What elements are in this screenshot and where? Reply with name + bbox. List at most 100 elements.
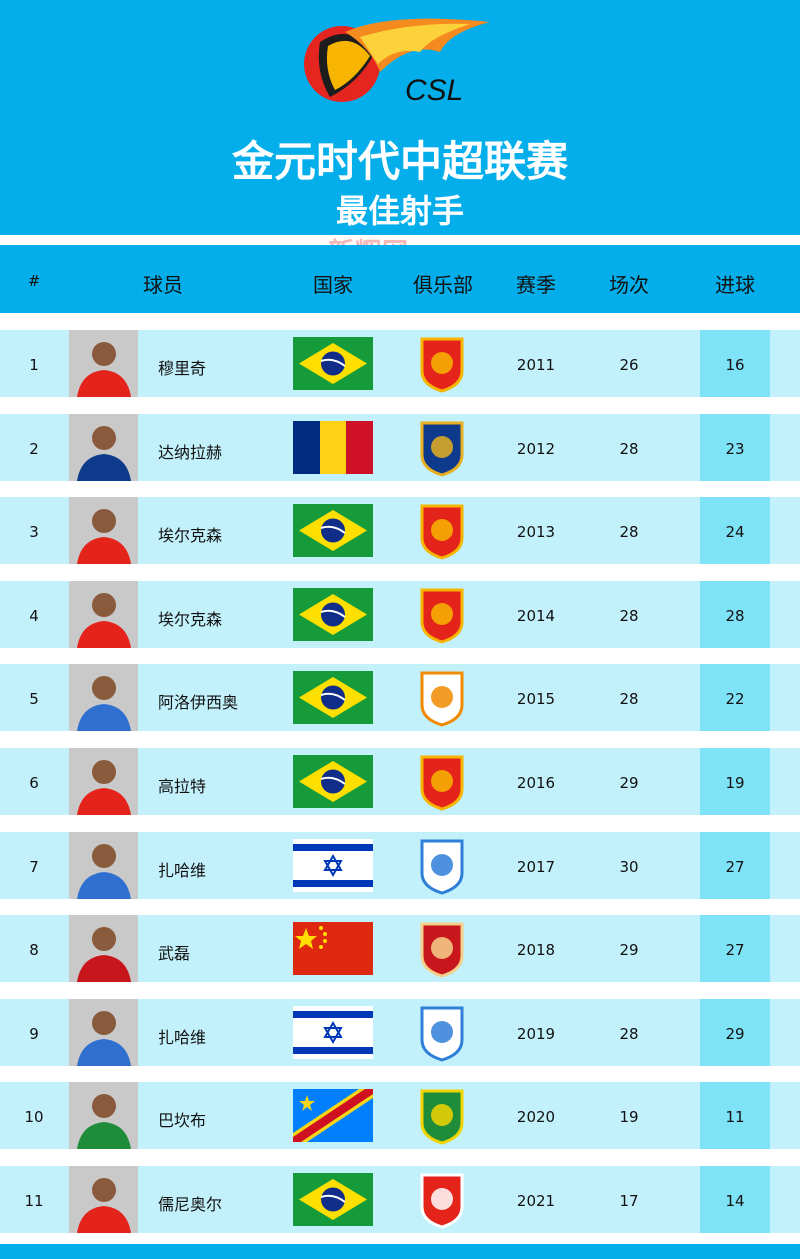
appearances: 17 (619, 1192, 639, 1210)
flag-israel-icon (293, 838, 373, 892)
table-row: 2 达纳拉赫 2012 28 23 (0, 413, 800, 481)
flag-brazil-icon (293, 671, 373, 725)
goals: 22 (725, 690, 745, 709)
season: 2019 (516, 1024, 556, 1043)
season: 2018 (516, 941, 556, 960)
rank: 2 (29, 439, 39, 458)
club-logo-guangzhou-evergrande-icon (418, 502, 466, 560)
col-player: 球员 (143, 273, 183, 297)
player-name: 儒尼奥尔 (158, 1195, 223, 1214)
goals-highlight (700, 664, 770, 732)
goals-highlight (700, 497, 770, 565)
appearances: 29 (619, 941, 639, 960)
appearances: 28 (619, 1024, 639, 1043)
goals: 28 (725, 606, 745, 625)
player-name: 武磊 (158, 944, 191, 964)
table-row: 9 扎哈维 2019 28 29 (0, 998, 800, 1066)
page-subtitle: 最佳射手 (335, 192, 464, 230)
season: 2013 (516, 523, 556, 542)
season: 2011 (516, 356, 556, 374)
season: 2021 (516, 1192, 556, 1210)
goals-highlight (700, 831, 770, 899)
appearances: 28 (619, 439, 639, 458)
goals: 14 (725, 1192, 745, 1210)
player-name: 扎哈维 (158, 1027, 207, 1047)
col-country: 国家 (313, 273, 353, 297)
rank: 11 (24, 1192, 44, 1210)
rank: 1 (29, 356, 39, 374)
table-row: 8 武磊 2018 29 27 (0, 915, 800, 983)
player-name: 埃尔克森 (158, 609, 223, 629)
player-name: 穆里奇 (158, 359, 207, 378)
col-goals: 进球 (715, 273, 755, 297)
table-row: 1 穆里奇 2011 26 16 (0, 330, 800, 397)
player-photo (69, 1082, 138, 1150)
svg-text:CSL: CSL (405, 74, 463, 107)
season: 2017 (516, 857, 556, 876)
flag-china-icon (293, 922, 373, 976)
player-photo (69, 748, 138, 815)
player-photo (69, 1166, 138, 1233)
rank: 4 (29, 606, 39, 625)
club-logo-guangzhou-rf-icon (418, 837, 466, 895)
table-row: 10 巴坎布 2020 19 11 (0, 1082, 800, 1150)
club-logo-jiangsu-icon (418, 419, 466, 477)
appearances: 29 (619, 774, 639, 792)
rank: 6 (29, 774, 39, 792)
goals-highlight (700, 1082, 770, 1150)
club-logo-guangzhou-rf-icon (418, 1004, 466, 1062)
flag-romania-icon (293, 420, 373, 474)
flag-israel-icon (293, 1005, 373, 1059)
goals: 16 (725, 356, 745, 374)
rank: 7 (29, 857, 39, 876)
col-club: 俱乐部 (413, 273, 473, 297)
player-name: 阿洛伊西奥 (158, 693, 239, 713)
player-photo (69, 915, 138, 983)
table-row: 11 儒尼奥尔 2021 17 14 (0, 1166, 800, 1233)
club-logo-guangzhou-evergrande-icon (418, 335, 466, 393)
table-row: 4 埃尔克森 2014 28 28 (0, 580, 800, 648)
goals: 27 (725, 941, 745, 960)
goals: 11 (725, 1108, 745, 1127)
goals: 24 (725, 523, 745, 542)
season: 2012 (516, 439, 556, 458)
footer-band (0, 1244, 800, 1259)
player-photo (69, 831, 138, 899)
player-photo (69, 664, 138, 732)
player-name: 巴坎布 (158, 1111, 207, 1131)
player-name: 扎哈维 (158, 860, 207, 880)
appearances: 28 (619, 690, 639, 709)
table-row: 6 高拉特 2016 29 19 (0, 748, 800, 815)
goals-highlight (700, 330, 770, 397)
col-apps: 场次 (609, 273, 649, 297)
player-name: 埃尔克森 (158, 526, 223, 546)
flag-brazil-icon (293, 504, 373, 558)
flag-brazil-icon (293, 755, 373, 808)
goals-highlight (700, 580, 770, 648)
rank: 10 (24, 1108, 44, 1127)
goals-highlight (700, 1166, 770, 1233)
flag-brazil-icon (293, 587, 373, 641)
player-photo (69, 497, 138, 565)
table-row: 3 埃尔克森 2013 28 24 (0, 497, 800, 565)
page-title: 金元时代中超联赛 (231, 137, 568, 186)
club-logo-shandong-taishan-icon (418, 669, 466, 727)
col-season: 赛季 (516, 273, 556, 297)
club-logo-changchun-yatai-icon (418, 1171, 466, 1229)
season: 2014 (516, 606, 556, 625)
goals: 27 (725, 857, 745, 876)
flag-dr-congo-icon (293, 1089, 373, 1143)
club-logo-shanghai-sipg-icon (418, 920, 466, 978)
club-logo-guangzhou-evergrande-icon (418, 753, 466, 811)
goals: 23 (725, 439, 745, 458)
rank: 3 (29, 523, 39, 542)
rank: 8 (29, 941, 39, 960)
appearances: 28 (619, 523, 639, 542)
appearances: 28 (619, 606, 639, 625)
player-photo (69, 580, 138, 648)
table-header: # 球员 国家 俱乐部 赛季 场次 进球 (0, 245, 800, 313)
club-logo-beijing-guoan-icon (418, 1087, 466, 1145)
goals: 19 (725, 774, 745, 792)
table-row: 7 扎哈维 2017 30 27 (0, 831, 800, 899)
player-photo (69, 330, 138, 397)
